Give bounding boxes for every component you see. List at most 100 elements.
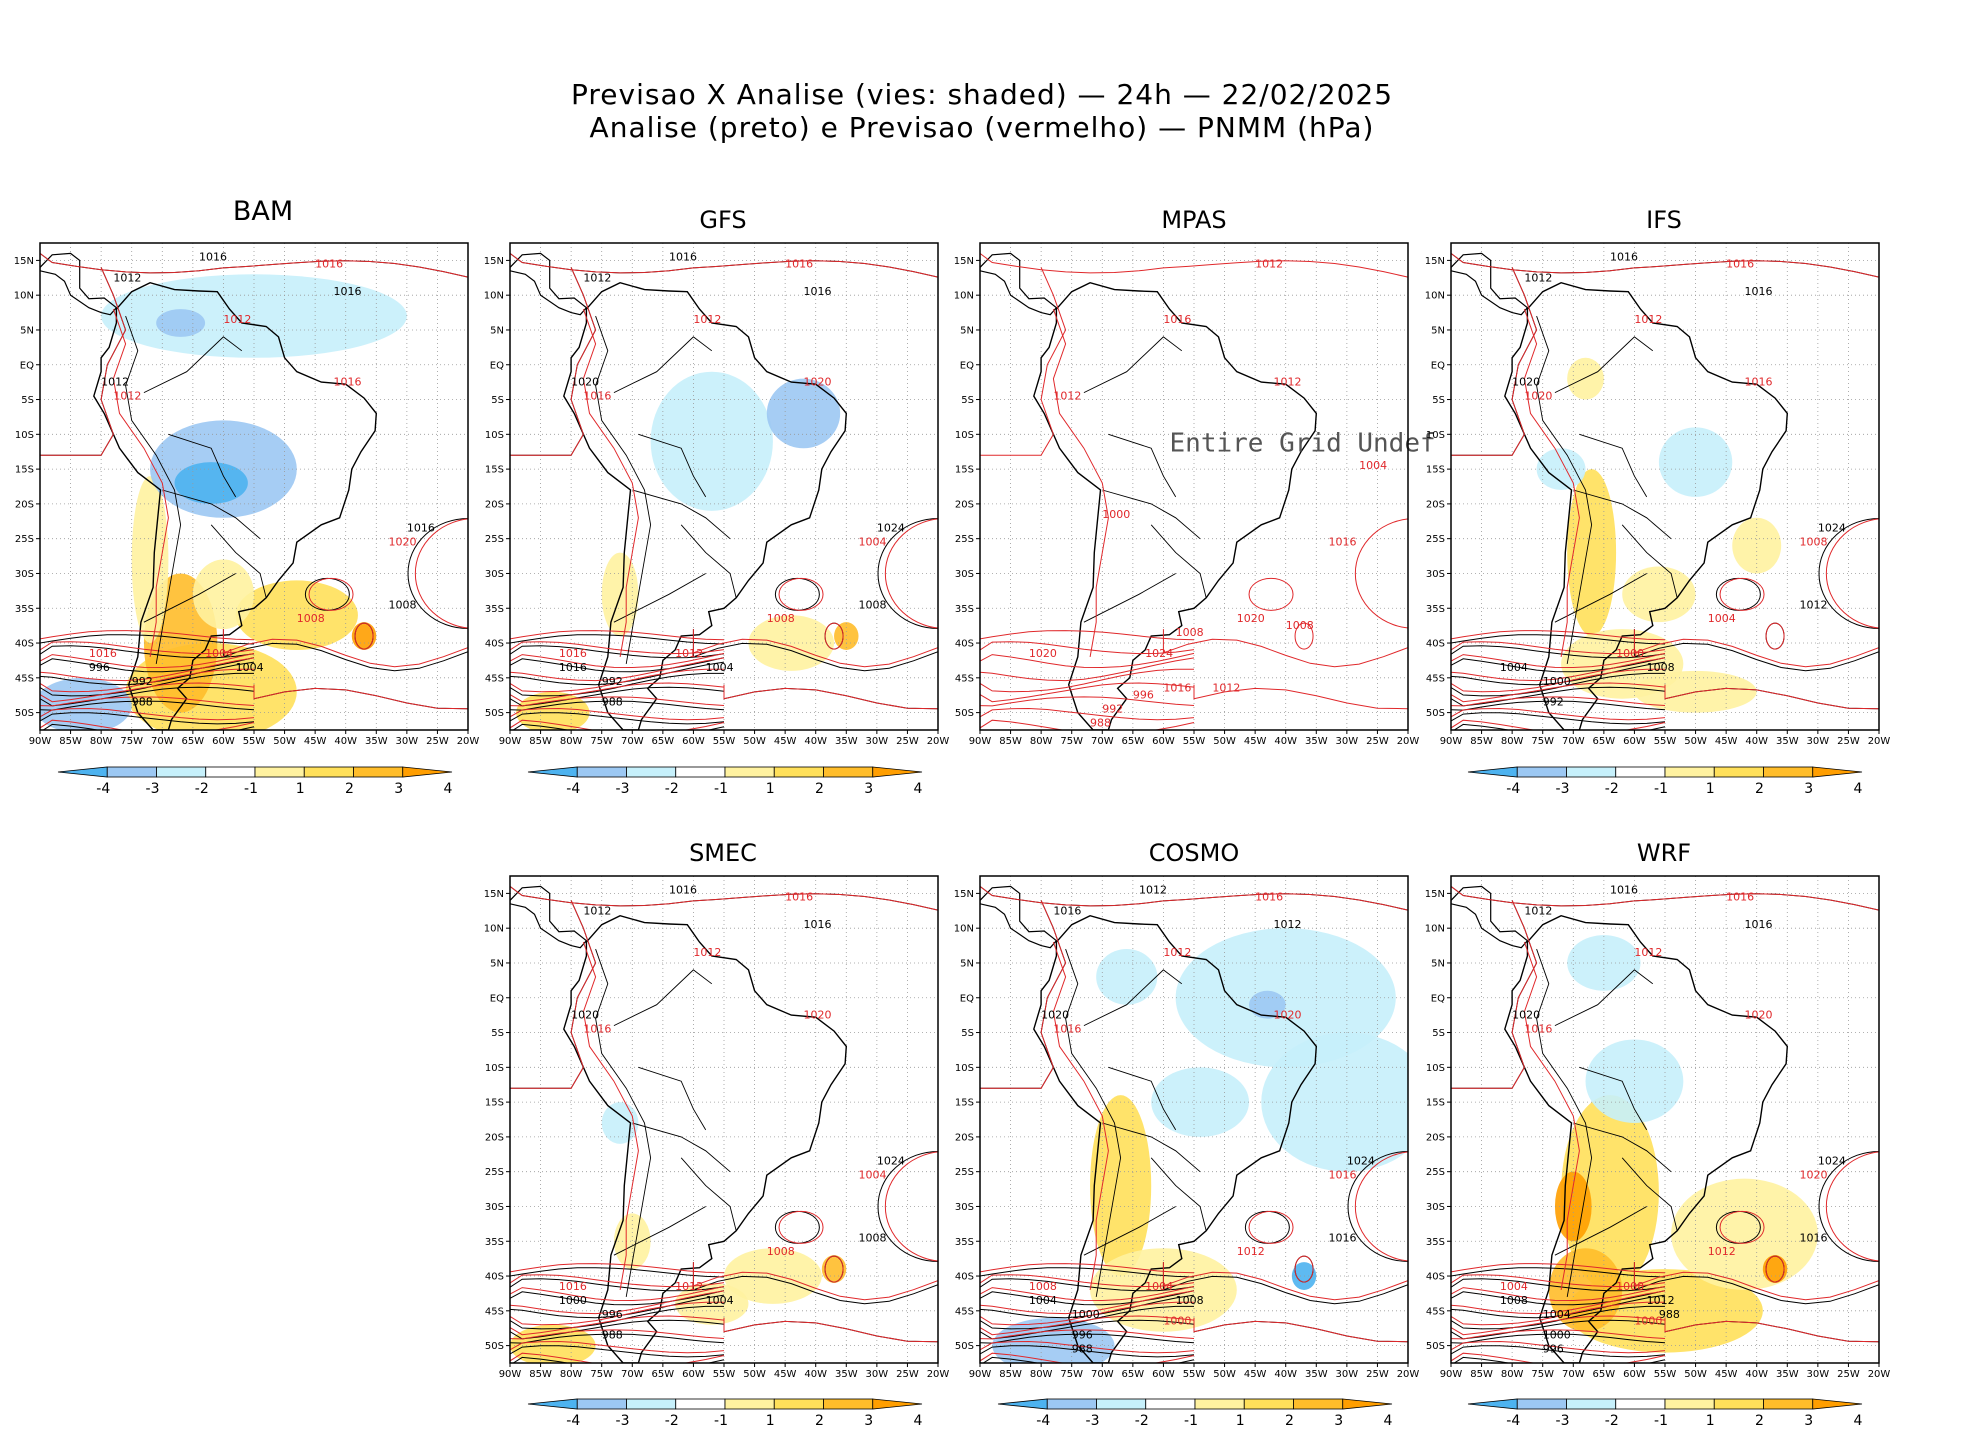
colorbar-label: -2 (665, 781, 679, 797)
isobar-forecast (1765, 622, 1785, 650)
bias-shading (1762, 1255, 1788, 1283)
contour-label-forecast: 1016 (1726, 257, 1754, 270)
panel-title-gfs: GFS (699, 206, 747, 234)
colorbar-segment (527, 1398, 578, 1410)
colorbar-segment (1516, 766, 1567, 778)
map-area: 1012101610121020102410161008100410009969… (980, 876, 1408, 1363)
contour-label-analysis: 1004 (706, 1294, 734, 1307)
coastline-central-america (510, 885, 588, 949)
andes-contour-forecast (112, 308, 169, 657)
colorbar-label: -3 (616, 781, 630, 797)
isobar-analysis (1451, 700, 1666, 711)
bias-shading (174, 462, 248, 504)
contour-label-forecast: 1012 (1634, 313, 1662, 326)
bias-shading (1671, 1178, 1818, 1290)
country-border (1554, 336, 1654, 394)
lon-tick-label: 60W (1623, 736, 1646, 747)
bias-shading (131, 476, 169, 644)
andes-contour-forecast (1052, 941, 1109, 1290)
lon-tick-label: 55W (1654, 1369, 1677, 1380)
contour-label-forecast: 1016 (785, 257, 813, 270)
isobar-forecast (510, 696, 725, 707)
contour-label-forecast: 1008 (1800, 536, 1828, 549)
isobar-forecast (510, 641, 725, 655)
isobar-forecast (510, 1290, 725, 1315)
colorbar-label: 3 (1804, 781, 1813, 797)
contour-label-forecast: 992 (1102, 703, 1123, 716)
country-border (1102, 1122, 1201, 1173)
panel-title-ifs: IFS (1646, 206, 1682, 234)
contour-label-forecast: 1020 (803, 1009, 831, 1022)
isobar-forecast (40, 652, 255, 669)
contour-label-forecast: 1012 (1237, 1245, 1265, 1258)
contour-label-forecast: 1024 (1145, 647, 1173, 660)
bias-shading (1732, 517, 1782, 574)
isobar-forecast (1765, 1255, 1785, 1283)
isobar-analysis (877, 1150, 938, 1262)
contour-label-forecast: 1012 (693, 946, 721, 959)
lon-tick-label: 35W (835, 1369, 858, 1380)
isobar-forecast (723, 684, 938, 710)
contour-label-forecast: 1004 (1359, 459, 1387, 472)
isobar-analysis (1451, 1345, 1666, 1358)
isobar-analysis (1451, 1267, 1666, 1278)
lon-tick-label: 50W (273, 736, 296, 747)
lat-tick-label: 35S (15, 604, 34, 615)
country-border (168, 433, 237, 498)
contour-label-forecast: 1016 (333, 376, 361, 389)
isobar-forecast (1451, 630, 1666, 641)
coastline-south-america (1033, 914, 1318, 1363)
contour-label-forecast: 1004 (205, 647, 233, 660)
lat-tick-label: 5N (490, 325, 504, 336)
bias-shading (1096, 949, 1158, 1005)
lon-tick-label: 40W (334, 736, 357, 747)
isobar-analysis (1347, 1150, 1408, 1262)
isobar-forecast (980, 253, 1408, 278)
isobar-forecast (1162, 1262, 1408, 1301)
lon-tick-label: 80W (560, 1369, 583, 1380)
isobar-forecast (778, 1210, 824, 1244)
lat-tick-label: 45S (15, 673, 34, 684)
lat-tick-label: 5S (491, 395, 504, 406)
isobar-forecast (723, 1317, 938, 1343)
contour-label-forecast: 1016 (1524, 1023, 1552, 1036)
lon-tick-label: 30W (396, 736, 419, 747)
contour-label-forecast: 1016 (1053, 1023, 1081, 1036)
isobar-forecast (980, 652, 1195, 669)
lat-tick-label: EQ (960, 360, 974, 371)
country-border (680, 1157, 737, 1231)
isobar-forecast (40, 630, 255, 641)
lon-tick-label: 35W (1305, 1369, 1328, 1380)
colorbar-label: 1 (766, 1413, 775, 1429)
contour-label-forecast: 1016 (785, 890, 813, 903)
isobar-analysis (40, 645, 255, 659)
lon-tick-label: 85W (529, 736, 552, 747)
bias-shading (1622, 566, 1696, 623)
contour-label-forecast: 1012 (675, 1280, 703, 1293)
isobar-analysis (1451, 1290, 1666, 1306)
isobar-forecast (692, 1262, 938, 1301)
colorbar-segment (1194, 1398, 1245, 1410)
isobar-forecast (40, 641, 255, 655)
isobar-forecast (980, 641, 1195, 655)
contour-label-forecast: 1020 (1524, 390, 1552, 403)
contour-label-forecast: 1012 (693, 313, 721, 326)
lat-tick-label: 25S (1426, 1167, 1445, 1178)
contour-label-analysis: 1004 (1543, 1308, 1571, 1321)
contour-label-forecast: 1016 (583, 390, 611, 403)
lon-tick-label: 90W (969, 1369, 992, 1380)
contour-label-forecast: 1016 (1163, 313, 1191, 326)
lat-tick-label: 15N (14, 256, 34, 267)
isobar-analysis (1451, 657, 1666, 673)
lat-tick-label: 25S (485, 1167, 504, 1178)
isobar-forecast (1451, 900, 1538, 1089)
contour-label-analysis: 1008 (1176, 1294, 1204, 1307)
lat-tick-label: 40S (1426, 639, 1445, 650)
map-area: 1016 1012 1016 1012 1016 1008 1004 996 992 988 101… (40, 243, 468, 730)
lon-tick-label: 35W (1776, 736, 1799, 747)
bias-shading (510, 1324, 596, 1363)
lon-tick-label: 45W (304, 736, 327, 747)
isobar-analysis (1818, 1150, 1879, 1262)
contour-label-analysis: 1000 (1543, 1329, 1571, 1342)
isobar-analysis (1633, 629, 1879, 672)
